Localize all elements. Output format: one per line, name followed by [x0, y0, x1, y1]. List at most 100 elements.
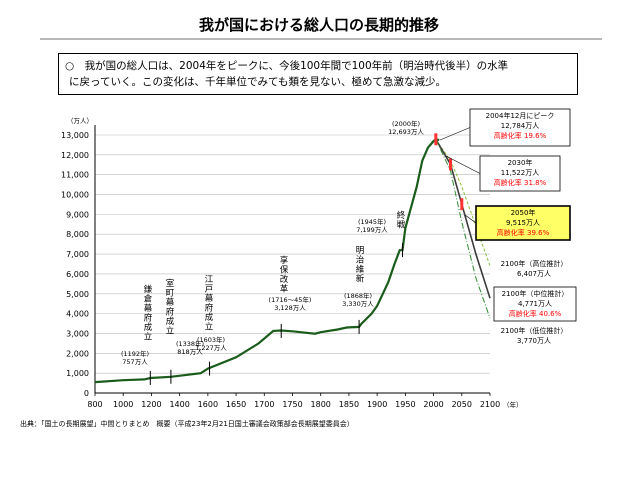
era-label-char: 維 — [356, 264, 365, 275]
y-tick-label: 4,000 — [66, 310, 89, 319]
era-label-char: 室 — [166, 278, 175, 289]
era-label-char: 江 — [205, 275, 214, 285]
era-label-char: 保 — [280, 265, 289, 276]
era-label-char: 町 — [166, 289, 175, 299]
source-note: 出典：「国土の長期展望」中間とりまとめ 概要（平成23年2月21日国土審議会政策… — [20, 420, 354, 428]
era-label-char: 府 — [205, 303, 214, 314]
callout-text: 6,407万人 — [517, 270, 551, 278]
x-tick-label: 1650 — [226, 400, 246, 409]
era-label-char: 明 — [356, 246, 365, 256]
annotation-year: (1192年) — [121, 349, 149, 358]
era-label-char: 終 — [397, 210, 406, 221]
callout-text: 高齢化率 31.8% — [494, 178, 547, 187]
x-unit-label: （年） — [503, 400, 523, 409]
y-tick-label: 9,000 — [66, 210, 89, 219]
callout-box — [469, 108, 571, 147]
y-tick-label: 7,000 — [66, 250, 89, 259]
x-tick-label: 1800 — [311, 400, 331, 409]
summary-box: ○ 我が国の総人口は、2004年をピークに、今後100年間で100年前（明治時代… — [58, 53, 578, 95]
era-label-char: 成 — [205, 312, 214, 323]
callout-text: 高齢化率 40.6% — [509, 309, 562, 318]
era-label-char: 新 — [356, 274, 365, 285]
y-tick-label: 0 — [84, 389, 89, 398]
y-tick-label: 5,000 — [66, 290, 89, 299]
x-tick-label: 1850 — [339, 400, 359, 409]
y-tick-label: 6,000 — [66, 270, 89, 279]
era-label-char: 倉 — [144, 294, 153, 305]
x-tick-label: 1700 — [254, 400, 274, 409]
y-tick-label: 10,000 — [61, 191, 89, 200]
x-tick-label: 1950 — [395, 400, 415, 409]
annotation-year: (1603年) — [197, 335, 225, 344]
x-tick-label: 1400 — [169, 400, 189, 409]
annotation-value: 757万人 — [122, 358, 148, 366]
callout-text: 9,515万人 — [506, 219, 540, 227]
x-tick-label: 800 — [87, 400, 102, 409]
x-tick-label: 1750 — [282, 400, 302, 409]
annotation-value: 12,693万人 — [388, 128, 424, 136]
x-tick-label: 2050 — [452, 400, 472, 409]
annotation-year: (2000年) — [392, 119, 420, 128]
callout-text: 高齢化率 19.6% — [494, 131, 547, 140]
x-tick-label: 1000 — [113, 400, 133, 409]
annotation-year: (1868年) — [344, 291, 372, 300]
y-tick-label: 8,000 — [66, 230, 89, 239]
era-label-char: 成 — [144, 322, 153, 333]
era-label-char: 府 — [166, 307, 175, 318]
x-tick-label: 1200 — [141, 400, 161, 409]
y-tick-label: 1,000 — [66, 369, 89, 378]
annotation-year: (1716～45年) — [269, 295, 312, 304]
callout-text: 高齢化率 39.6% — [497, 228, 550, 237]
callout-box — [479, 155, 561, 192]
era-label-char: 成 — [166, 316, 175, 327]
callout-text: 2100年（中位推計） — [502, 289, 569, 298]
peak-marker — [434, 133, 438, 146]
callout-box — [475, 205, 571, 241]
title-divider — [40, 38, 602, 40]
era-label-char: 幕 — [166, 297, 175, 308]
y-unit-label: （万人） — [67, 117, 93, 125]
y-tick-label: 13,000 — [61, 131, 89, 140]
annotation-year: (1945年) — [358, 217, 386, 226]
annotation-value: 1,227万人 — [195, 344, 227, 352]
summary-line-2: に戻っていく。この変化は、千年単位でみても類を見ない、極めて急激な減少。 — [69, 76, 446, 88]
x-tick-label: 1900 — [367, 400, 387, 409]
callout-text: 11,522万人 — [501, 169, 540, 177]
annotation-value: 7,199万人 — [356, 226, 388, 234]
callout-text: 12,784万人 — [501, 122, 540, 130]
y-tick-label: 12,000 — [61, 151, 89, 160]
era-label-char: 立 — [144, 332, 153, 343]
era-label-char: 改 — [280, 274, 289, 285]
callout-text: 2004年12月にピーク — [486, 111, 555, 120]
era-label-char: 享 — [280, 255, 289, 266]
projection-line — [435, 139, 491, 319]
callout-text: 4,771万人 — [518, 300, 552, 308]
x-tick-label: 1600 — [198, 400, 218, 409]
era-label-char: 戦 — [397, 220, 406, 231]
callout-text: 2100年（高位推計） — [501, 259, 568, 268]
annotation-year: (1338年) — [176, 339, 204, 348]
x-tick-label: 2000 — [423, 400, 443, 409]
callout-leader — [445, 155, 481, 174]
era-label-char: 鎌 — [144, 284, 153, 295]
era-label-char: 治 — [356, 255, 365, 266]
era-label-char: 幕 — [144, 303, 153, 314]
era-label-char: 府 — [144, 313, 153, 324]
callout-text: 2100年（低位推計） — [501, 326, 568, 335]
callout-leader — [464, 214, 477, 224]
era-label-char: 立 — [166, 326, 175, 337]
era-label-char: 幕 — [205, 293, 214, 304]
callout-box — [493, 286, 577, 322]
y-tick-label: 3,000 — [66, 329, 89, 338]
callout-text: 3,770万人 — [517, 337, 551, 345]
era-label-char: 立 — [205, 322, 214, 333]
historical-line — [94, 138, 440, 384]
page-title: 我が国における総人口の長期的推移 — [198, 16, 439, 34]
callout-text: 2050年 — [511, 208, 536, 217]
summary-line-1: ○ 我が国の総人口は、2004年をピークに、今後100年間で100年前（明治時代… — [65, 60, 509, 72]
callout-leader — [439, 127, 471, 141]
peak-marker — [460, 198, 464, 211]
annotation-value: 3,330万人 — [342, 300, 374, 308]
callout-text: 2030年 — [508, 158, 533, 167]
